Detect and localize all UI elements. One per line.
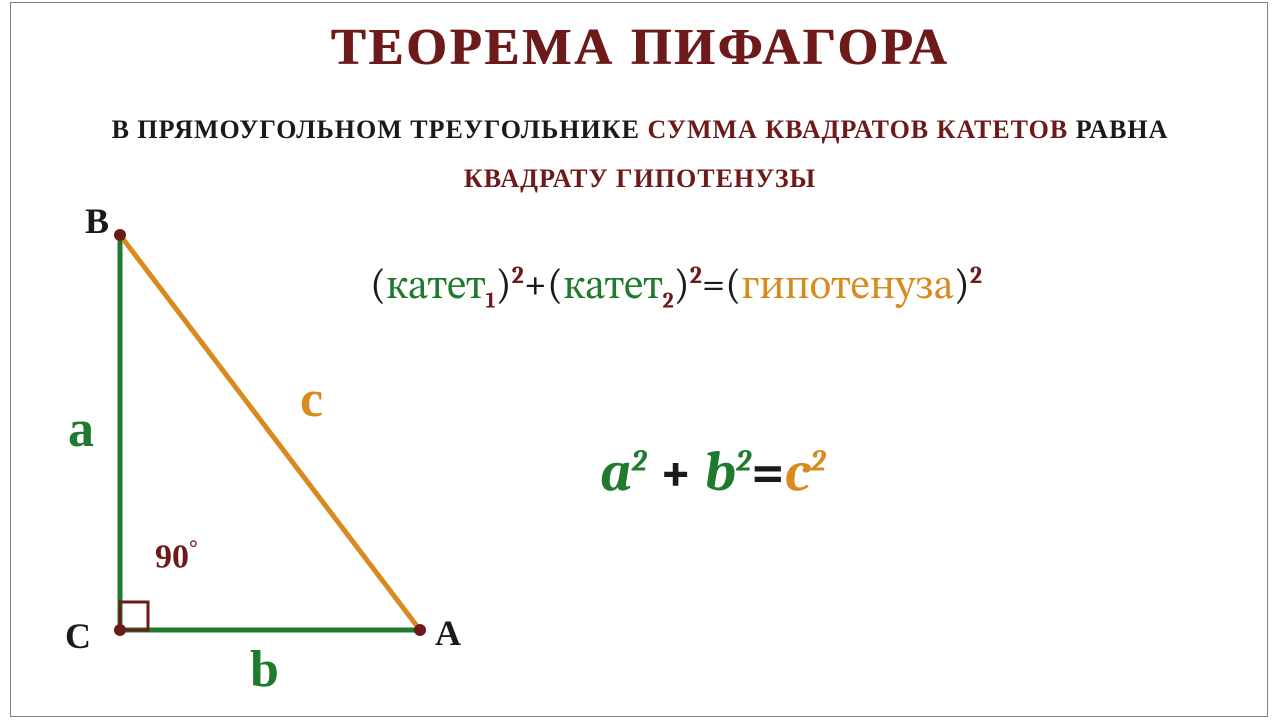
f1-sq1: 2 <box>512 261 524 289</box>
statement-part4: КВАДРАТУ ГИПОТЕНУЗЫ <box>464 164 816 193</box>
f2-b: b <box>705 440 737 504</box>
f2-eq: = <box>751 440 784 504</box>
right-angle-label: 90° <box>155 535 198 576</box>
f1-eq: = <box>702 260 725 309</box>
side-b-label: b <box>250 640 279 699</box>
vertex-c-dot <box>114 624 126 636</box>
statement-part1: В ПРЯМОУГОЛЬНОМ ТРЕУГОЛЬНИКЕ <box>112 115 648 144</box>
vertex-c-label: C <box>65 615 91 657</box>
word-formula: (катет1)2+(катет2)2=(гипотенуза)2 <box>370 260 1270 314</box>
f1-open2: ( <box>547 260 563 309</box>
statement-part2: СУММА КВАДРАТОВ КАТЕТОВ <box>647 115 1075 144</box>
f1-close3: ) <box>954 260 970 309</box>
statement-part3: РАВНА <box>1076 115 1169 144</box>
side-c-label: c <box>300 370 323 429</box>
symbol-formula: a2 + b2=c2 <box>600 440 826 504</box>
f1-sq3: 2 <box>970 261 982 289</box>
page-title: ТЕОРЕМА ПИФАГОРА <box>0 18 1280 77</box>
f2-c-sq: 2 <box>811 443 826 478</box>
side-a-label: a <box>68 400 94 459</box>
f2-a: a <box>600 440 632 504</box>
vertex-b-label: B <box>85 200 109 242</box>
f1-katet1: катет <box>386 260 485 309</box>
f1-sub2: 2 <box>663 287 674 313</box>
vertex-b-dot <box>114 229 126 241</box>
vertex-a-dot <box>414 624 426 636</box>
f1-sub1: 1 <box>485 287 495 313</box>
f1-open1: ( <box>370 260 386 309</box>
f1-plus: + <box>524 260 547 309</box>
f2-plus: + <box>647 440 705 504</box>
f1-close2: ) <box>674 260 690 309</box>
vertex-a-label: A <box>435 612 461 654</box>
f1-katet2: катет <box>563 260 662 309</box>
angle-value: 90 <box>155 538 189 575</box>
theorem-statement: В ПРЯМОУГОЛЬНОМ ТРЕУГОЛЬНИКЕ СУММА КВАДР… <box>0 105 1280 204</box>
f2-b-sq: 2 <box>736 443 751 478</box>
f1-open3: ( <box>725 260 741 309</box>
f1-sq2: 2 <box>690 261 702 289</box>
f2-c: c <box>784 440 810 504</box>
angle-degree: ° <box>189 535 198 560</box>
f2-a-sq: 2 <box>632 443 647 478</box>
f1-close1: ) <box>496 260 512 309</box>
f1-hypo: гипотенуза <box>741 260 954 309</box>
